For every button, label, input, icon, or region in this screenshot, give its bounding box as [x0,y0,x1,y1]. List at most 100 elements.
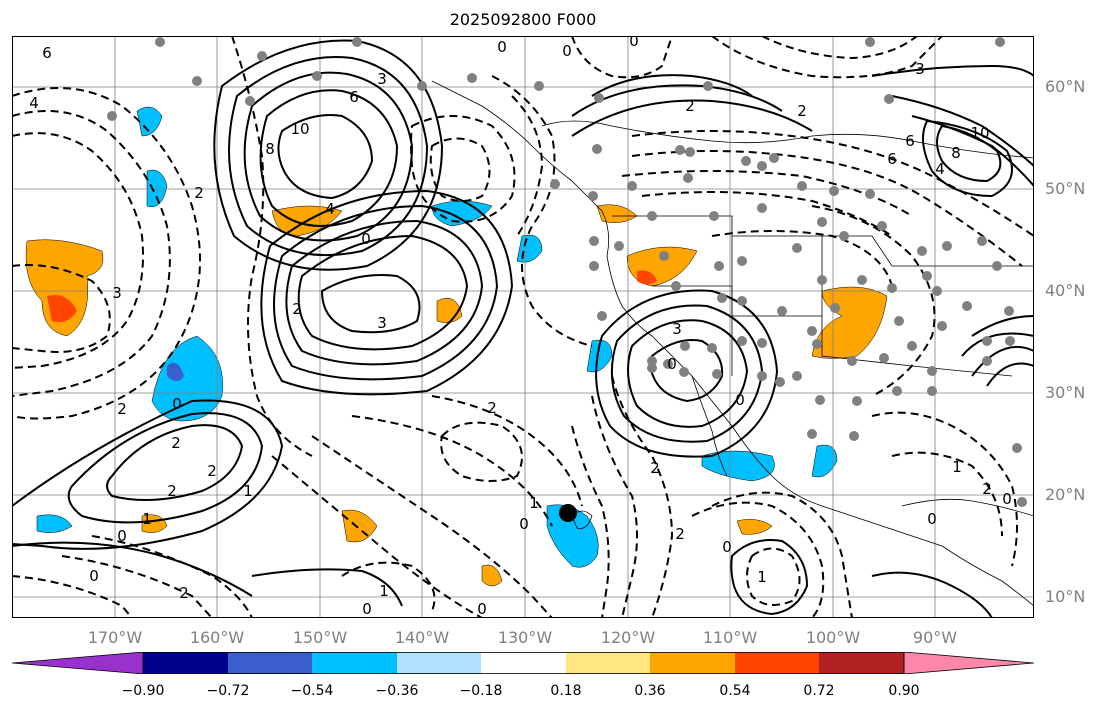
negative-shade-patch [586,339,613,373]
positive-shade-patch [481,564,503,587]
map-panel: 6 4 3 6 10 8 4 2 3 2 2 0 2 2 1 0 2 1 0 3… [12,36,1034,618]
station-markers [107,37,1027,507]
contour-label: 0 [722,538,732,556]
contour-label: 0 [172,395,182,413]
location-marker [559,504,577,522]
longitude-label: 130°W [497,628,553,647]
contour-label: 2 [797,102,807,120]
contour-label: 1 [757,568,767,586]
longitude-label: 150°W [292,628,348,647]
contour-label: 0 [497,38,507,56]
contour-label: 0 [519,515,529,533]
positive-shade-patch [341,509,378,543]
longitude-label: 170°W [87,628,143,647]
contour-label: 10 [970,124,989,142]
contour-label: 10 [290,120,309,138]
contour-label: 3 [377,314,387,332]
contour-label: 8 [951,144,961,162]
colorbar-segment [566,652,650,674]
contour-label: 2 [194,184,204,202]
solid-contours [12,39,1034,618]
contour-label: 2 [675,525,685,543]
contour-label: 6 [887,150,897,168]
colorbar-segment [228,652,312,674]
contour-label: 1 [142,510,152,528]
latitude-label: 60°N [1045,77,1086,96]
contour-label: 0 [629,36,639,50]
positive-shade-patch [736,519,773,535]
contour-label: 2 [167,482,177,500]
contour-label: 0 [735,391,745,409]
contour-label-layer: 6 4 3 6 10 8 4 2 3 2 2 0 2 2 1 0 2 1 0 3… [29,36,1012,618]
colorbar-tick-label: −0.18 [459,683,503,699]
contour-label: 0 [117,527,127,545]
longitude-label: 110°W [702,628,758,647]
latitude-label: 10°N [1045,587,1086,606]
contour-label: 2 [982,480,992,498]
longitude-label: 100°W [805,628,861,647]
colorbar-segment-extend-low [12,652,144,674]
dashed-contours [12,36,1034,618]
positive-shade-patch [811,286,888,359]
contour-label: 0 [89,567,99,585]
contour-label: 2 [171,434,181,452]
contour-label: 6 [349,88,359,106]
contour-label: 2 [292,300,302,318]
contour-label: 4 [325,200,335,218]
contour-label: 4 [935,160,945,178]
latitude-label: 30°N [1045,383,1086,402]
colorbar-segment [819,652,904,674]
shading-layer [25,106,888,587]
negative-shade-patch [146,169,168,208]
page-title: 2025092800 F000 [449,10,597,29]
contour-label: 2 [179,584,189,602]
contour-label: 0 [362,600,372,618]
colorbar-tick-label: −0.90 [121,683,165,699]
contour-label: 1 [243,482,253,500]
graticule [12,36,1034,618]
contour-label: 1 [952,458,962,476]
colorbar-tick-label: 0.36 [634,683,666,699]
contour-label: 6 [42,44,52,62]
contour-label: 0 [1002,490,1012,508]
latitude-label: 20°N [1045,485,1086,504]
contour-label: 8 [265,140,275,158]
contour-label: 0 [562,42,572,60]
contour-label: 3 [112,284,122,302]
contour-label: 6 [905,132,915,150]
colorbar-tick-label: 0.90 [888,683,920,699]
contour-label: 2 [685,97,695,115]
negative-shade-patch [811,444,838,478]
longitude-label: 120°W [600,628,656,647]
colorbar-segment [312,652,397,674]
colorbar-segment [735,652,819,674]
colorbar-segment [143,652,228,674]
contour-label: 3 [377,70,387,88]
contour-label: 0 [927,510,937,528]
contour-label: 1 [379,582,389,600]
negative-shade-patch [151,335,223,422]
colorbar-segment [397,652,481,674]
contour-label: 0 [667,355,677,373]
colorbar-tick-label: −0.54 [290,683,334,699]
colorbar-tick-label: 0.18 [550,683,582,699]
negative-shade-patch-dark [167,362,184,381]
contour-label: 3 [672,320,682,338]
negative-shade-patch [136,106,163,137]
contour-label: 2 [487,399,497,417]
colorbar-segment [481,652,566,674]
colorbar-segment-extend-high [903,652,1034,674]
contour-label: 2 [207,462,217,480]
contour-label: 3 [915,60,925,78]
latitude-label: 50°N [1045,179,1086,198]
contour-label: 2 [117,400,127,418]
longitude-label: 140°W [394,628,450,647]
colorbar-tick-label: −0.36 [375,683,419,699]
positive-shade-patch-red [47,295,77,323]
contour-label: 4 [29,94,39,112]
negative-shade-patch [36,514,73,533]
colorbar-tick-label: 0.54 [719,683,751,699]
contour-label: 1 [529,494,539,512]
colorbar [12,652,1034,674]
colorbar-tick-label: −0.72 [206,683,250,699]
